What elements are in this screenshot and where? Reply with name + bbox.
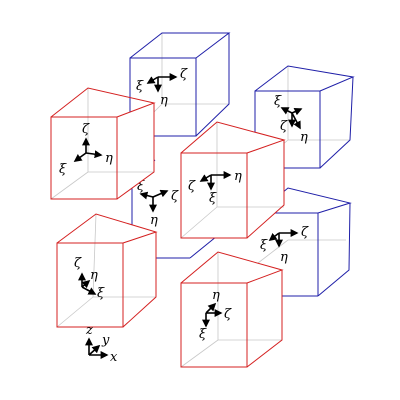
red-cube-bottom-center: η ζ ξ bbox=[180, 251, 284, 368]
local-axes: η ζ ξ bbox=[199, 288, 232, 342]
blue-cube-top-center: ζ ξ η bbox=[129, 32, 231, 137]
local-axes: ζ ξ η bbox=[136, 67, 188, 108]
zeta-label: ζ bbox=[180, 67, 188, 82]
eta-label: η bbox=[212, 288, 220, 303]
xi-label: ξ bbox=[260, 238, 268, 253]
global-axes: z y x bbox=[85, 323, 118, 365]
xi-label: ξ bbox=[209, 191, 217, 206]
xi-label: ξ bbox=[59, 162, 67, 177]
local-axes: ζ η ξ bbox=[74, 256, 105, 301]
eta-label: η bbox=[105, 151, 113, 166]
global-z-label: z bbox=[85, 323, 93, 338]
eta-label: η bbox=[160, 93, 168, 108]
zeta-label: ζ bbox=[301, 225, 309, 240]
zeta-label: ζ bbox=[280, 119, 288, 134]
xi-label: ξ bbox=[199, 327, 207, 342]
red-cube-bottom-left: ζ η ξ bbox=[56, 213, 158, 328]
global-y-label: y bbox=[101, 333, 110, 348]
eta-label: η bbox=[280, 250, 288, 265]
global-x-label: x bbox=[110, 350, 118, 365]
zeta-label: ζ bbox=[82, 122, 90, 137]
zeta-label: ζ bbox=[171, 189, 179, 204]
local-axes: ξ ζ η bbox=[274, 94, 308, 145]
local-axes: ζ η ξ bbox=[59, 122, 113, 177]
eta-label: η bbox=[150, 213, 158, 228]
red-cube-center: η ζ ξ bbox=[180, 121, 286, 239]
xi-label: ξ bbox=[274, 94, 282, 109]
xi-label: ξ bbox=[136, 79, 144, 94]
zeta-label: ζ bbox=[74, 256, 82, 271]
eta-label: η bbox=[90, 268, 98, 283]
zeta-label: ζ bbox=[188, 179, 196, 194]
xi-label: ξ bbox=[97, 286, 105, 301]
local-axes: ζ ξ η bbox=[260, 225, 309, 265]
eta-label: η bbox=[234, 169, 242, 184]
zeta-label: ζ bbox=[224, 307, 232, 322]
eta-label: η bbox=[300, 130, 308, 145]
red-cube-top-left: ζ η ξ bbox=[50, 87, 156, 200]
local-axes: ξ ζ η bbox=[137, 179, 179, 228]
local-axes: η ζ ξ bbox=[188, 169, 242, 206]
xi-label: ξ bbox=[137, 179, 145, 194]
